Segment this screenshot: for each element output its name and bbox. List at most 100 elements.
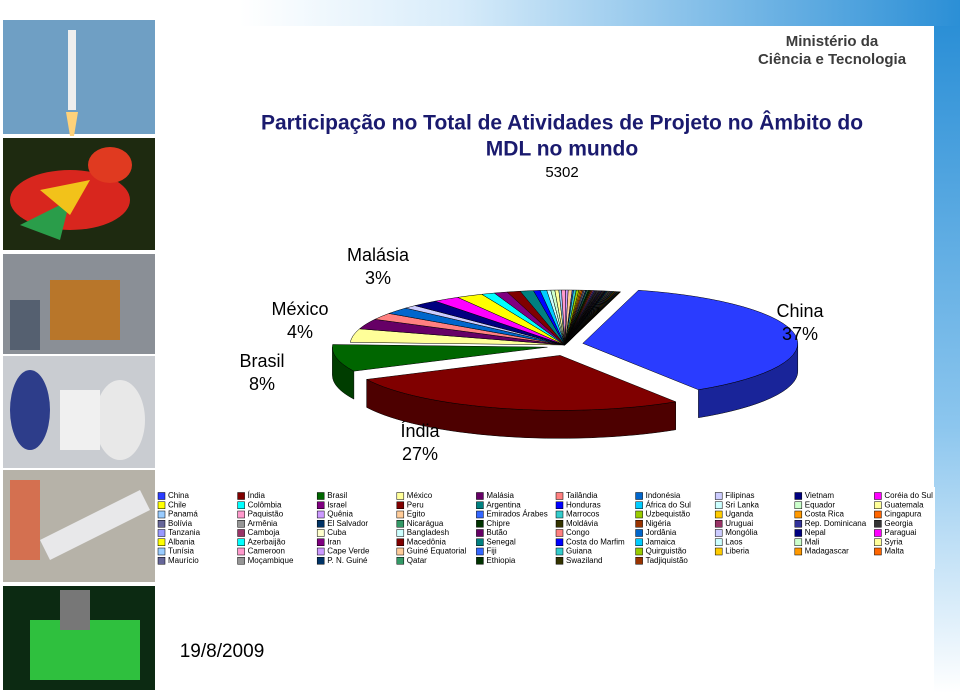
legend-swatch xyxy=(476,538,484,546)
legend-label: México xyxy=(407,491,433,500)
legend-label: Butão xyxy=(486,528,507,537)
legend-swatch xyxy=(157,547,166,556)
legend-label: Guatemala xyxy=(884,500,924,509)
legend-label: Filipinas xyxy=(725,491,754,500)
slice-top xyxy=(564,291,622,346)
legend-label: Jamaica xyxy=(646,537,676,546)
legend-label: Chipre xyxy=(486,519,510,528)
legend-swatch xyxy=(635,520,643,528)
legend-swatch xyxy=(237,520,245,528)
slice-top xyxy=(332,344,548,372)
legend-swatch xyxy=(237,501,245,509)
slice-top xyxy=(582,289,799,390)
legend-label: Cameroon xyxy=(248,547,285,556)
legend-swatch xyxy=(237,538,245,546)
legend-label: Senegal xyxy=(486,537,516,546)
legend-label: Cape Verde xyxy=(327,547,370,556)
legend-label: Argentina xyxy=(486,500,521,509)
legend-label: Uzbequistão xyxy=(646,510,691,519)
slide-date: 19/8/2009 xyxy=(180,641,265,662)
legend-swatch xyxy=(635,557,643,565)
legend-swatch xyxy=(316,510,325,519)
legend-swatch xyxy=(157,501,166,509)
legend-label: Guiné Equatorial xyxy=(407,547,467,556)
pie-slice xyxy=(564,291,622,346)
legend-swatch xyxy=(555,538,564,546)
chart-title: Participação no Total de Atividades de P… xyxy=(261,111,863,135)
legend-label: Maurício xyxy=(168,556,199,565)
legend-swatch xyxy=(555,501,564,509)
legend-label: África do Sul xyxy=(646,500,692,509)
legend-label: Nigéria xyxy=(646,519,672,528)
legend-swatch xyxy=(237,492,245,500)
legend-swatch xyxy=(714,510,723,519)
legend-swatch xyxy=(874,529,882,537)
legend-swatch xyxy=(316,520,325,528)
chart-title: MDL no mundo xyxy=(486,138,638,161)
legend-swatch xyxy=(157,492,166,500)
legend-label: Paraguai xyxy=(884,528,916,537)
legend-swatch xyxy=(714,501,723,509)
legend-label: Qatar xyxy=(407,556,427,565)
legend-swatch xyxy=(794,529,803,537)
legend-label: Bolívia xyxy=(168,519,193,528)
legend-swatch xyxy=(476,520,484,528)
legend-swatch xyxy=(476,557,484,565)
legend-label: Tanzania xyxy=(168,528,201,537)
legend-swatch xyxy=(476,547,484,556)
legend-label: Honduras xyxy=(566,500,601,509)
legend-swatch xyxy=(157,520,166,528)
legend-label: Albania xyxy=(168,537,195,546)
legend-label: China xyxy=(168,491,189,500)
slice-value-label: 27% xyxy=(402,444,438,464)
legend-label: Malásia xyxy=(486,491,514,500)
legend-swatch xyxy=(316,557,325,565)
legend-label: Laos xyxy=(725,537,742,546)
legend-label: Camboja xyxy=(248,528,281,537)
legend-label: Egito xyxy=(407,510,426,519)
legend-swatch xyxy=(476,529,484,537)
legend-label: Tunísia xyxy=(168,547,194,556)
legend-swatch xyxy=(794,547,803,556)
legend-swatch xyxy=(396,501,405,509)
legend-swatch xyxy=(794,520,803,528)
legend-label: Swaziland xyxy=(566,556,602,565)
slice-top xyxy=(365,355,677,411)
pie-slice xyxy=(332,344,548,400)
legend-label: Moldávia xyxy=(566,519,599,528)
legend-label: Brasil xyxy=(327,491,347,500)
legend-label: Uruguai xyxy=(725,519,753,528)
legend-swatch xyxy=(555,547,564,556)
legend-label: P. N. Guiné xyxy=(327,556,368,565)
legend-label: Fiji xyxy=(486,547,496,556)
legend-swatch xyxy=(396,492,405,500)
legend-label: Marrocos xyxy=(566,510,599,519)
legend-label: Malta xyxy=(884,547,904,556)
legend-label: Tadjiquistão xyxy=(646,556,689,565)
legend-label: Colômbia xyxy=(248,500,282,509)
legend-swatch xyxy=(396,557,405,565)
legend-label: Cingapura xyxy=(884,510,921,519)
legend-swatch xyxy=(635,510,643,519)
legend-swatch xyxy=(476,501,484,509)
legend-label: Índia xyxy=(248,491,266,500)
legend-label: Chile xyxy=(168,500,187,509)
legend-swatch xyxy=(316,547,325,556)
legend-swatch xyxy=(396,547,405,556)
legend-label: Cuba xyxy=(327,528,347,537)
legend-swatch xyxy=(555,529,564,537)
legend-swatch xyxy=(316,501,325,509)
legend-swatch xyxy=(157,529,166,537)
legend-swatch xyxy=(396,510,405,519)
legend-swatch xyxy=(555,492,564,500)
legend-label: Vietnam xyxy=(805,491,835,500)
legend-swatch xyxy=(157,510,166,519)
legend-label: Ethiopia xyxy=(486,556,515,565)
pie-slice xyxy=(582,289,799,419)
photo-column xyxy=(3,20,155,690)
legend-swatch xyxy=(476,510,484,519)
legend-swatch xyxy=(157,557,166,565)
legend-label: Georgia xyxy=(884,519,913,528)
legend-swatch xyxy=(237,510,245,519)
